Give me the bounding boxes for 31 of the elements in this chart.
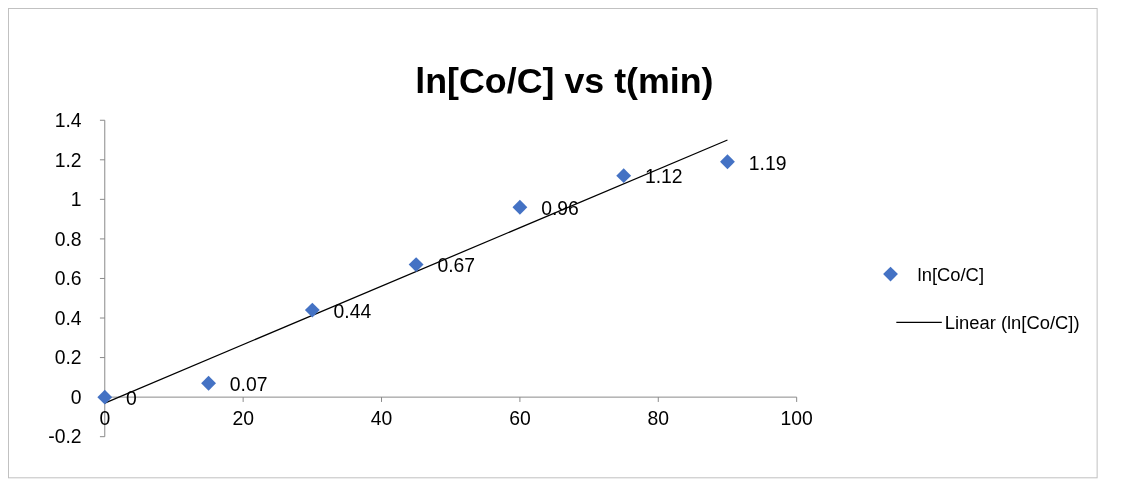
x-tick-label: 40	[370, 407, 393, 430]
x-tick-label: 100	[780, 407, 813, 430]
y-tick-label: 1	[70, 188, 82, 211]
data-label: 0	[126, 386, 137, 409]
y-tick-label: 0	[70, 385, 82, 408]
chart-title: ln[Co/C] vs t(min)	[415, 61, 714, 102]
x-tick-label: 20	[232, 407, 254, 430]
y-tick-label: 1.4	[54, 109, 82, 132]
data-label: 0.67	[437, 254, 476, 277]
point	[408, 257, 424, 273]
y-tick-label: 1.2	[54, 148, 82, 171]
point	[616, 168, 632, 184]
x-tick-label: 80	[647, 407, 670, 430]
y-tick-label: 0.6	[54, 267, 82, 290]
point	[201, 375, 216, 391]
data-label: 1.19	[748, 151, 787, 174]
point	[97, 389, 113, 405]
y-tick-label: 0.4	[54, 306, 82, 329]
x-tick-label: 0	[99, 407, 111, 430]
data-label: 0.44	[333, 299, 372, 322]
data-label: 1.12	[644, 165, 683, 188]
y-tick-label: 0.2	[54, 346, 82, 369]
point	[512, 199, 528, 215]
point	[720, 154, 735, 170]
x-tick-label: 60	[509, 407, 531, 430]
y-tick-label: -0.2	[48, 425, 82, 448]
legend-label: Linear (ln[Co/C])	[944, 312, 1080, 334]
y-tick-label: 0.8	[54, 227, 82, 250]
point	[304, 302, 320, 318]
legend-label: ln[Co/C]	[917, 263, 985, 285]
data-label: 0.07	[229, 373, 268, 396]
